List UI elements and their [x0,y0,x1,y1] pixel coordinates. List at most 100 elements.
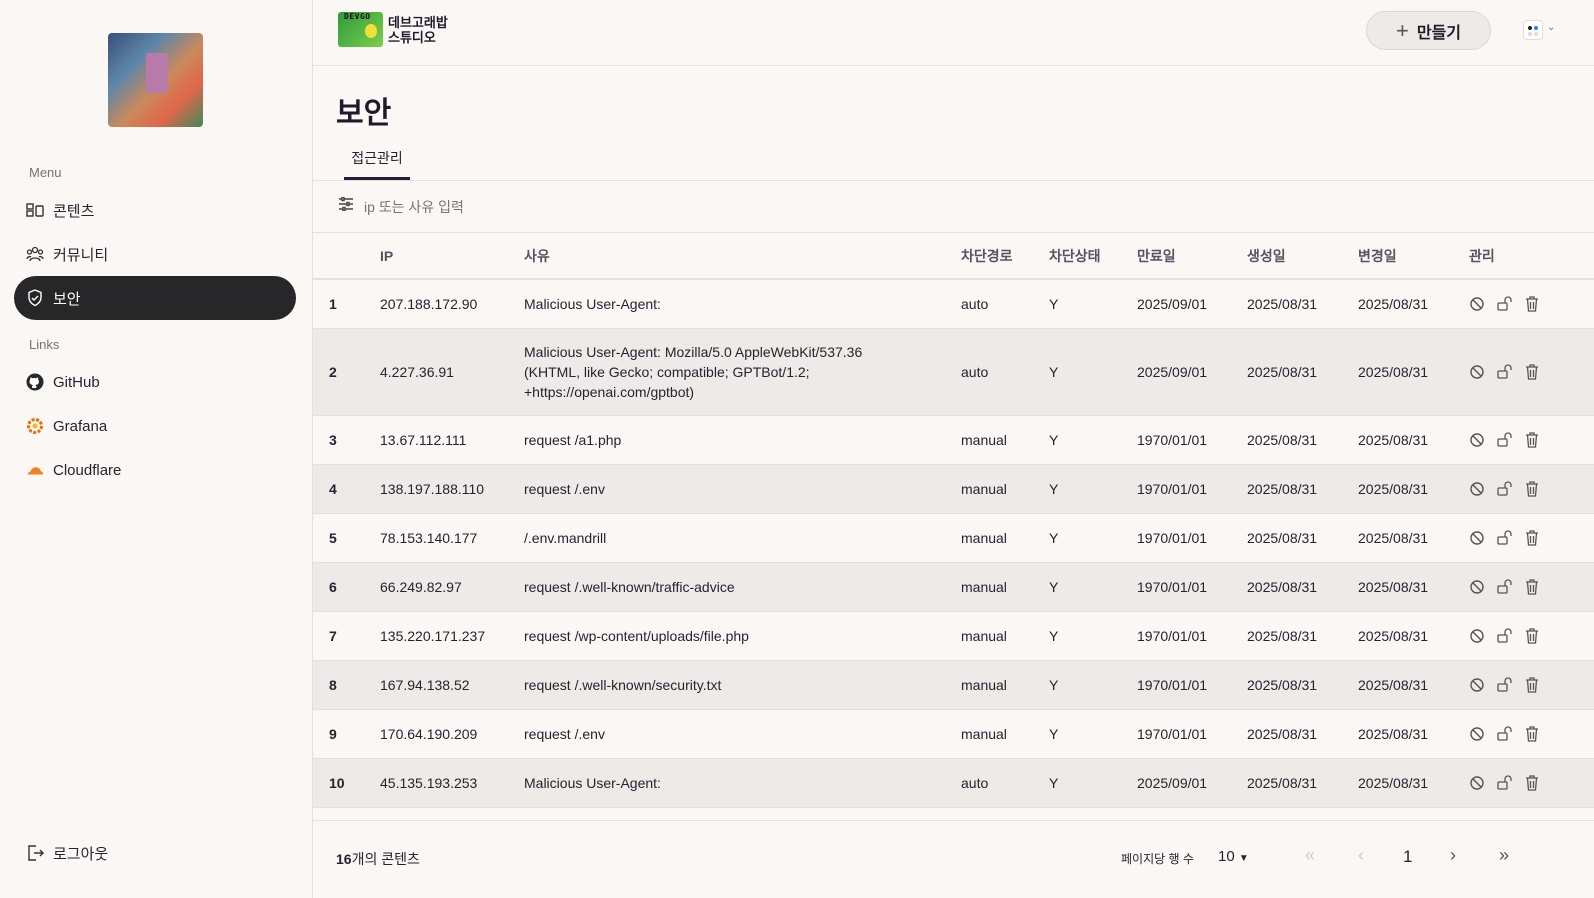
links-section-label: Links [29,337,60,352]
trash-icon[interactable] [1525,529,1541,546]
block-icon[interactable] [1469,481,1485,497]
rows-per-page-select[interactable]: 10 ▼ [1218,848,1249,865]
count-number: 16 [336,851,352,867]
table-row[interactable]: 6 66.249.82.97 request /.well-known/traffi… [313,562,1594,612]
cell-ip: 170.64.190.209 [380,709,524,759]
caret-down-icon: ▼ [1238,853,1249,864]
block-icon[interactable] [1469,628,1485,644]
unlock-icon[interactable] [1497,431,1513,448]
cell-actions [1469,758,1594,808]
prev-page-button[interactable]: ‹ [1358,845,1364,865]
cell-expires: 1970/01/01 [1137,464,1247,514]
table-row[interactable]: 3 13.67.112.111 request /a1.php manual Y 1970… [313,415,1594,465]
content-count: 16개의 콘텐츠 [336,849,420,869]
cell-reason: request /.env [524,709,961,759]
sidebar-item-security[interactable]: 보안 [14,276,296,320]
table-row[interactable]: 7 135.220.171.237 request /wp-content/uplo… [313,611,1594,661]
block-icon[interactable] [1469,775,1485,791]
cell-actions [1469,328,1594,416]
last-page-button[interactable]: » [1499,845,1510,865]
block-icon[interactable] [1469,364,1485,380]
trash-icon[interactable] [1525,296,1541,312]
trash-icon[interactable] [1525,363,1541,380]
cell-reason: request /.well-known/traffic-advice [524,562,961,612]
unlock-icon[interactable] [1497,296,1513,312]
cell-block-status: Y [1049,562,1137,612]
table-row[interactable]: 9 170.64.190.209 request /.env manual Y 1970/… [313,709,1594,759]
cell-created: 2025/08/31 [1247,464,1358,514]
chevron-down-icon[interactable]: ⌄ [1547,22,1556,33]
app-switcher-icon[interactable] [1523,20,1543,40]
unlock-icon[interactable] [1497,627,1513,644]
cell-row-number: 1 [313,279,380,329]
sidebar-link-cloudflare[interactable]: Cloudflare [14,448,296,492]
table-row[interactable]: 4 138.197.188.110 request /.env manual Y 1970… [313,464,1594,514]
next-page-button[interactable]: › [1450,845,1456,865]
unlock-icon[interactable] [1497,725,1513,742]
cell-block-route: manual [961,562,1049,612]
table-row[interactable]: 5 78.153.140.177/.env.mandrill manual Y 1970… [313,513,1594,563]
block-icon[interactable] [1469,579,1485,595]
cell-row-number: 10 [313,758,380,808]
table-row[interactable]: 8 167.94.138.52 request /.well-known/secur… [313,660,1594,710]
column-header-block-route: 차단경로 [961,233,1049,280]
sidebar-link-grafana[interactable]: Grafana [14,404,296,448]
logout-icon [26,844,44,862]
sidebar-link-github[interactable]: GitHub [14,360,296,404]
table-row[interactable]: 2 4.227.36.91 Malicious User-Agent: Mozill… [313,328,1594,416]
cell-actions [1469,660,1594,710]
current-page[interactable]: 1 [1403,847,1413,866]
shield-icon [26,289,44,307]
cell-row-number: 9 [313,709,380,759]
sidebar-item-label: Grafana [53,417,108,435]
cell-block-route: auto [961,328,1049,416]
unlock-icon[interactable] [1497,529,1513,546]
unlock-icon[interactable] [1497,480,1513,497]
table-row[interactable]: 1 207.188.172.90 Malicious User-Agent: auto… [313,279,1594,329]
cell-updated: 2025/08/31 [1358,415,1469,465]
trash-icon[interactable] [1525,480,1541,497]
trash-icon[interactable] [1525,676,1541,693]
first-page-button[interactable]: « [1305,845,1316,865]
brand-logo[interactable]: DEVGO 데브고래밥 스튜디오 [338,12,448,47]
unlock-icon[interactable] [1497,578,1513,595]
unlock-icon[interactable] [1497,774,1513,791]
block-icon[interactable] [1469,726,1485,742]
trash-icon[interactable] [1525,627,1541,644]
filter-icon[interactable] [338,196,354,216]
cell-updated: 2025/08/31 [1358,562,1469,612]
logout-label: 로그아웃 [53,845,109,863]
cell-created: 2025/08/31 [1247,415,1358,465]
cell-expires: 2025/09/01 [1137,328,1247,416]
sidebar-item-community[interactable]: 커뮤니티 [14,232,296,276]
filter-bar [313,181,1594,233]
plus-icon: + [1395,17,1409,43]
unlock-icon[interactable] [1497,363,1513,380]
cell-row-number: 5 [313,513,380,563]
tab-access-management[interactable]: 접근관리 [344,148,410,180]
cell-actions [1469,415,1594,465]
unlock-icon[interactable] [1497,676,1513,693]
table-row[interactable]: 10 45.135.193.253 Malicious User-Agent: aut… [313,758,1594,808]
cell-updated: 2025/08/31 [1358,279,1469,329]
cloudflare-icon [26,461,44,479]
trash-icon[interactable] [1525,774,1541,791]
cell-block-route: manual [961,709,1049,759]
cell-ip: 66.249.82.97 [380,562,524,612]
column-header-expires: 만료일 [1137,233,1247,280]
trash-icon[interactable] [1525,431,1541,448]
cell-row-number: 3 [313,415,380,465]
block-icon[interactable] [1469,530,1485,546]
block-icon[interactable] [1469,296,1485,312]
logout-button[interactable]: 로그아웃 [14,831,296,875]
community-icon [26,245,44,263]
block-icon[interactable] [1469,677,1485,693]
trash-icon[interactable] [1525,725,1541,742]
trash-icon[interactable] [1525,578,1541,595]
search-input[interactable] [364,198,664,215]
create-button[interactable]: + 만들기 [1366,11,1491,50]
sidebar-item-content[interactable]: 콘텐츠 [14,188,296,232]
block-icon[interactable] [1469,432,1485,448]
cell-updated: 2025/08/31 [1358,464,1469,514]
cell-updated: 2025/08/31 [1358,660,1469,710]
